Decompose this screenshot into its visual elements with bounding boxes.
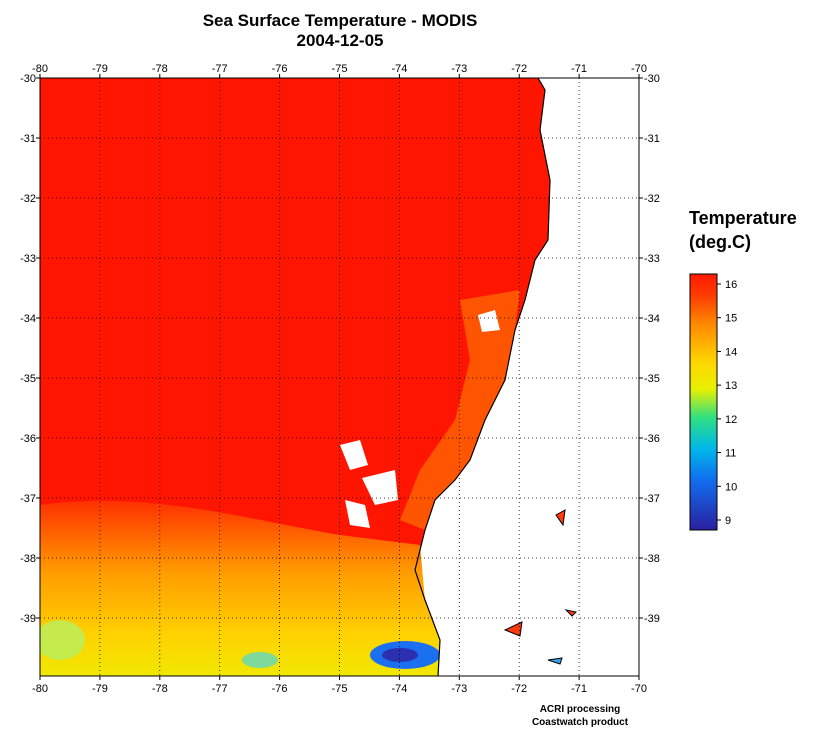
colorbar-tick-label: 14 [725, 346, 737, 358]
lat-tick-label-left: -36 [20, 433, 36, 445]
lon-tick-label-bottom: -70 [631, 683, 647, 695]
graticule [36, 74, 643, 680]
sst-raster [40, 78, 639, 676]
lon-tick-label-bottom: -75 [332, 683, 348, 695]
lat-tick-label-left: -39 [20, 613, 36, 625]
map-date: 2004-12-05 [296, 31, 384, 50]
lat-tick-label-left: -35 [20, 373, 36, 385]
lat-tick-label-right: -35 [644, 373, 660, 385]
coastline [414, 78, 551, 676]
lat-tick-label-right: -33 [644, 253, 660, 265]
lon-tick-label-bottom: -79 [92, 683, 108, 695]
map-title: Sea Surface Temperature - MODIS [202, 11, 478, 30]
lat-tick-label-left: -38 [20, 553, 36, 565]
lat-tick-label-right: -31 [644, 133, 660, 145]
colorbar-ticks: 16 15 14 13 12 11 10 9 [717, 279, 737, 527]
colorbar-tick-label: 11 [725, 448, 736, 460]
lon-tick-label-top: -77 [212, 63, 228, 75]
lon-tick-label-top: -71 [571, 63, 587, 75]
lat-tick-label-left: -33 [20, 253, 36, 265]
colorbar [689, 273, 718, 531]
lat-tick-label-right: -39 [644, 613, 660, 625]
colorbar-tick-label: 15 [725, 313, 737, 325]
lon-tick-label-bottom: -80 [32, 683, 48, 695]
axis-tick-labels: -80 -80 -79 -79 -78 -78 -77 -77 -76 -76 -75 -75 -74 -… [20, 63, 660, 695]
lon-tick-label-top: -73 [451, 63, 467, 75]
lat-tick-label-left: -31 [20, 133, 36, 145]
lon-tick-label-top: -79 [92, 63, 108, 75]
credit-product: Coastwatch product [531, 717, 629, 728]
ocean-cool-region [40, 500, 440, 676]
lon-tick-label-bottom: -78 [152, 683, 168, 695]
lon-tick-label-bottom: -74 [391, 683, 407, 695]
lon-tick-label-bottom: -76 [272, 683, 288, 695]
colorbar-tick-label: 12 [725, 414, 737, 426]
lat-tick-label-right: -34 [644, 313, 660, 325]
lat-tick-label-left: -30 [20, 73, 36, 85]
lon-tick-label-bottom: -71 [571, 683, 587, 695]
legend-units: (deg.C) [689, 232, 751, 252]
colorbar-tick-label: 16 [725, 279, 737, 291]
legend-title: Temperature [689, 208, 797, 228]
lon-tick-label-top: -74 [391, 63, 407, 75]
lon-tick-label-top: -72 [511, 63, 527, 75]
lat-tick-label-right: -32 [644, 193, 660, 205]
lat-tick-label-left: -34 [20, 313, 36, 325]
lon-tick-label-bottom: -72 [511, 683, 527, 695]
lon-tick-label-bottom: -77 [212, 683, 228, 695]
lon-tick-label-top: -76 [272, 63, 288, 75]
lon-tick-label-top: -80 [32, 63, 48, 75]
lat-tick-label-right: -36 [644, 433, 660, 445]
lon-tick-label-top: -78 [152, 63, 168, 75]
map-frame [39, 77, 640, 677]
lon-tick-label-top: -75 [332, 63, 348, 75]
colorbar-tick-label: 9 [725, 515, 731, 527]
colorbar-tick-label: 10 [725, 481, 737, 493]
credit-processing: ACRI processing [539, 704, 621, 715]
lat-tick-label-left: -32 [20, 193, 36, 205]
lon-tick-label-bottom: -73 [451, 683, 467, 695]
lat-tick-label-right: -30 [644, 73, 660, 85]
lat-tick-label-right: -37 [644, 493, 660, 505]
nearshore-band [400, 290, 520, 530]
lat-tick-label-right: -38 [644, 553, 660, 565]
lat-tick-label-left: -37 [20, 493, 36, 505]
colorbar-tick-label: 13 [725, 380, 737, 392]
lon-tick-label-top: -70 [631, 63, 647, 75]
